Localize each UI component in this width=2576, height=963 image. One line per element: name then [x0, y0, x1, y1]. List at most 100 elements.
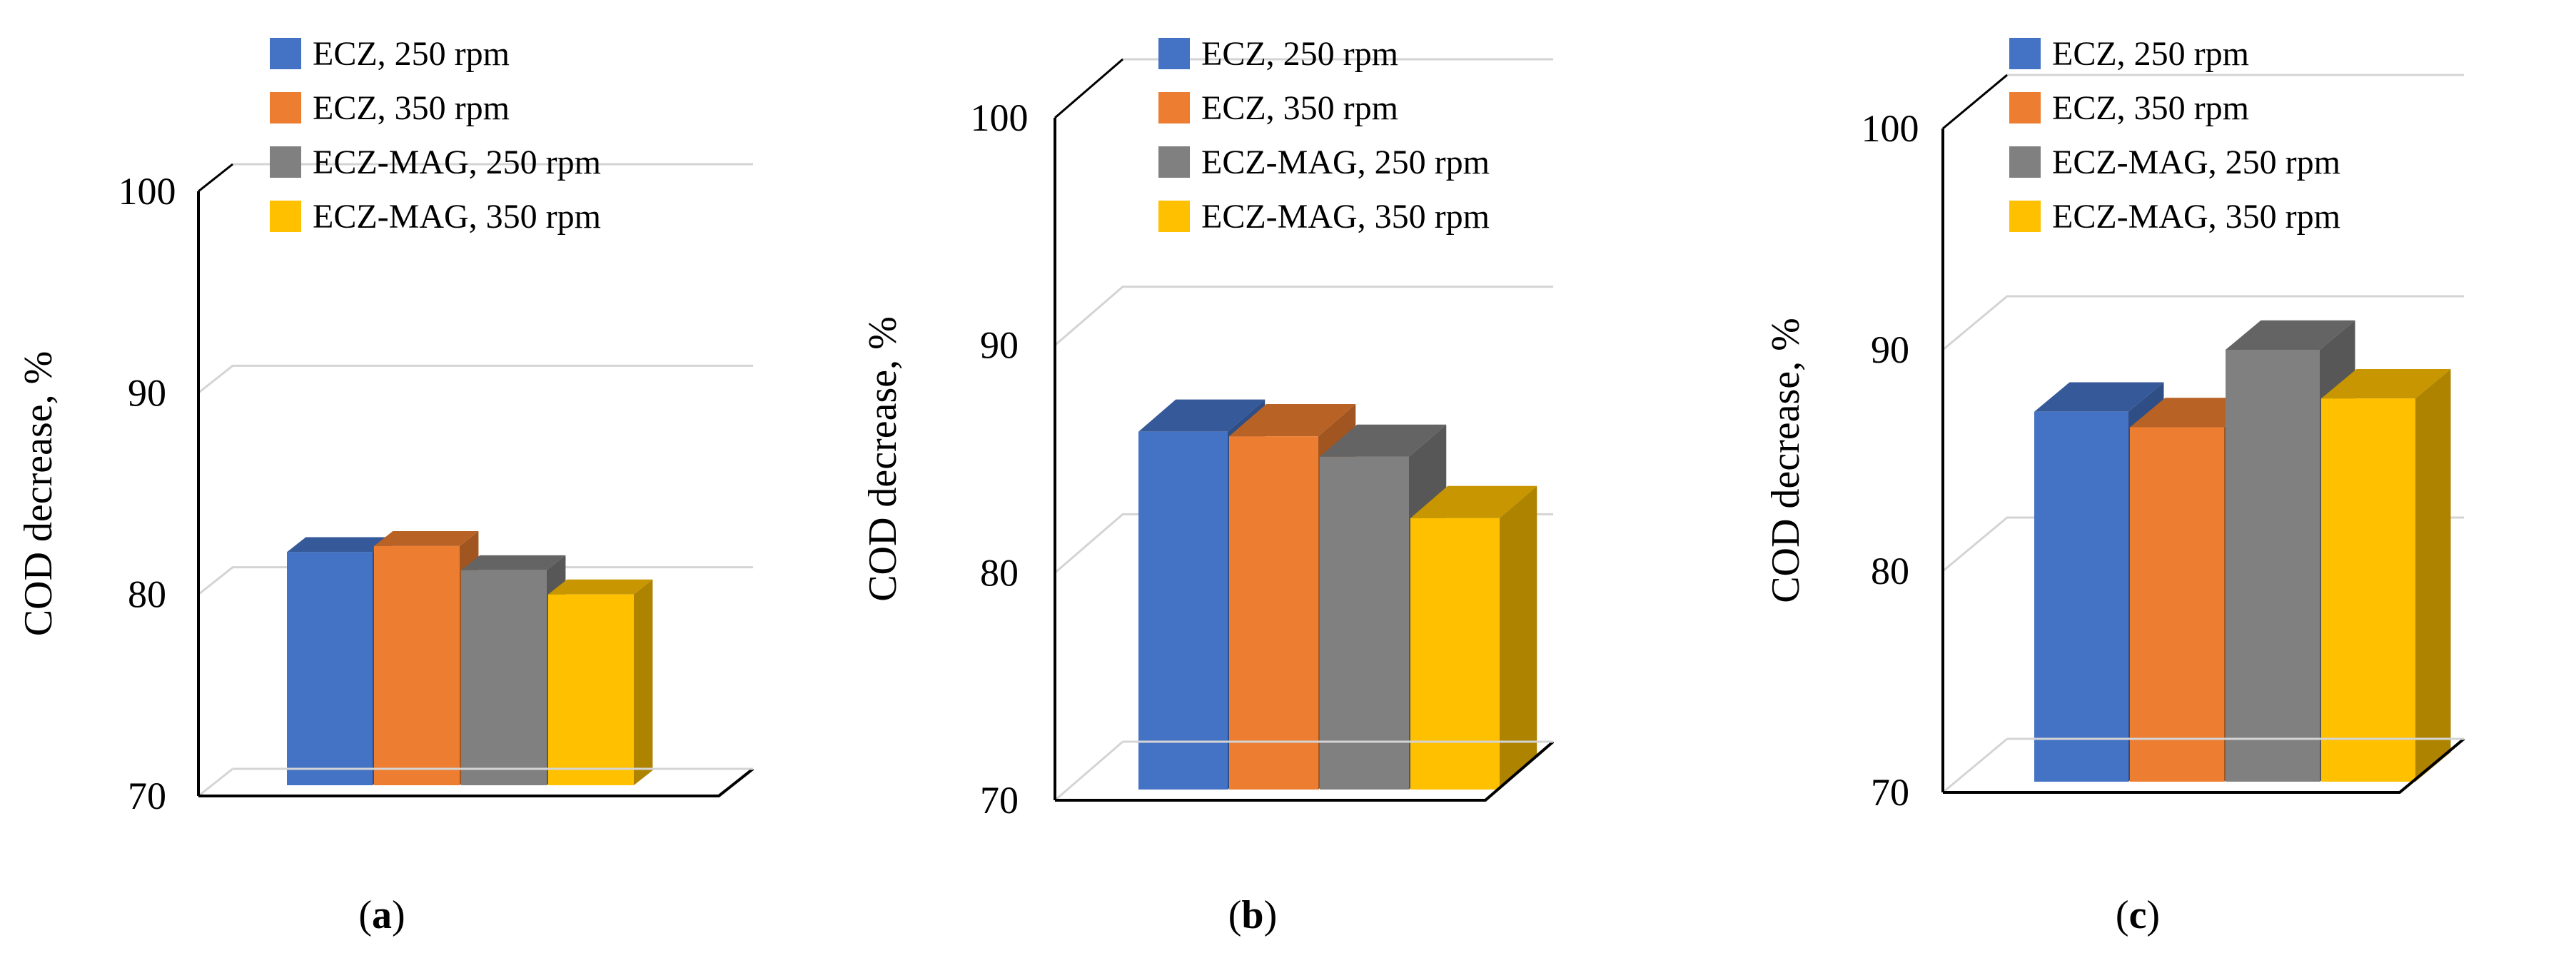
panel-caption: (a) — [358, 893, 405, 937]
gridline-90 — [198, 364, 753, 394]
bar-front — [2226, 350, 2320, 782]
y-tick-label: 90 — [1871, 328, 1909, 371]
caption-paren: ( — [1228, 893, 1242, 937]
legend-item-2: ECZ, 350 rpm — [1158, 89, 1398, 127]
caption-paren: ) — [2146, 893, 2160, 937]
caption-paren: ( — [358, 893, 372, 937]
legend-item-4: ECZ-MAG, 350 rpm — [2009, 198, 2340, 236]
chart-panel-a: 70 80 90 100 COD decrease, % ECZ, 250 rpm ECZ,… — [16, 35, 754, 937]
y-axis-back-edge — [1054, 58, 1123, 119]
y-tick-label: 80 — [1871, 550, 1909, 593]
legend-swatch — [270, 92, 301, 123]
legend-label: ECZ, 250 rpm — [313, 35, 510, 73]
legend-swatch — [1158, 92, 1190, 123]
y-tick-label: 80 — [980, 551, 1019, 594]
caption-letter: a — [372, 893, 392, 937]
floor-gridline — [1942, 737, 2008, 794]
gridline-80 — [198, 566, 753, 595]
bar-front — [1410, 518, 1500, 790]
panel-caption: (c) — [2116, 893, 2160, 937]
legend-label: ECZ-MAG, 350 rpm — [313, 198, 601, 236]
legend-item-3: ECZ-MAG, 250 rpm — [1158, 143, 1490, 181]
bar-top — [374, 531, 479, 546]
legend-swatch — [270, 146, 301, 178]
floor-gridline — [198, 767, 233, 797]
legend-swatch — [270, 38, 301, 69]
bar-front — [461, 570, 547, 785]
legend-label: ECZ-MAG, 350 rpm — [2052, 198, 2340, 236]
bar-side — [2415, 368, 2451, 782]
bar-front — [2130, 427, 2224, 782]
legend-label: ECZ-MAG, 250 rpm — [313, 143, 601, 181]
legend-label: ECZ-MAG, 350 rpm — [1201, 198, 1490, 236]
legend-item-2: ECZ, 350 rpm — [270, 89, 510, 127]
legend-swatch — [1158, 146, 1190, 178]
bar-side — [634, 579, 653, 785]
bar-top — [2321, 368, 2451, 399]
legend-item-4: ECZ-MAG, 350 rpm — [270, 198, 601, 236]
legend-label: ECZ, 350 rpm — [2052, 89, 2249, 127]
bar-front — [1320, 456, 1409, 790]
bar-front — [374, 545, 460, 785]
bar-top — [548, 579, 653, 595]
caption-letter: b — [1241, 893, 1263, 937]
legend-label: ECZ-MAG, 250 rpm — [1201, 143, 1490, 181]
y-tick-label: 70 — [980, 779, 1019, 822]
legend-swatch — [1158, 201, 1190, 232]
bar-front — [1229, 436, 1318, 790]
legend-label: ECZ, 250 rpm — [2052, 35, 2249, 73]
bar-front — [2321, 398, 2415, 782]
bar-b-4 — [1410, 485, 1537, 790]
bar-front — [1138, 431, 1228, 790]
bar-top — [1320, 424, 1447, 457]
bar-a-4 — [548, 579, 653, 785]
x-axis-floor — [1943, 737, 2465, 794]
y-tick-label: 100 — [971, 96, 1029, 139]
legend-item-1: ECZ, 250 rpm — [270, 35, 510, 73]
y-tick-label: 100 — [118, 170, 176, 213]
caption-paren: ( — [2116, 893, 2129, 937]
legend-label: ECZ-MAG, 250 rpm — [2052, 143, 2340, 181]
caption-letter: c — [2129, 893, 2147, 937]
legend-swatch — [270, 201, 301, 232]
legend-swatch — [1158, 38, 1190, 69]
y-tick-label: 70 — [1871, 771, 1909, 814]
y-tick-label: 100 — [1862, 107, 1919, 150]
legend-item-3: ECZ-MAG, 250 rpm — [270, 143, 601, 181]
legend-swatch — [2009, 38, 2041, 69]
gridline-90 — [1942, 295, 2464, 351]
legend-label: ECZ, 350 rpm — [1201, 89, 1398, 127]
bar-top — [461, 555, 566, 570]
bar-side — [1500, 485, 1537, 790]
legend-item-1: ECZ, 250 rpm — [1158, 35, 1398, 73]
bar-top — [2034, 382, 2164, 412]
y-axis-label: COD decrease, % — [16, 351, 61, 637]
legend-swatch — [2009, 146, 2041, 178]
legend-label: ECZ, 350 rpm — [313, 89, 510, 127]
y-tick-label: 90 — [128, 371, 166, 414]
floor-gridline — [1054, 740, 1123, 802]
legend-swatch — [2009, 92, 2041, 123]
legend-item-4: ECZ-MAG, 350 rpm — [1158, 198, 1490, 236]
y-tick-label: 80 — [128, 573, 166, 616]
bar-top — [1229, 404, 1356, 437]
x-axis-floor — [198, 767, 754, 797]
y-tick-label: 90 — [980, 324, 1019, 367]
bar-c-4 — [2321, 368, 2451, 782]
bar-front — [287, 552, 373, 785]
y-tick-label: 70 — [128, 775, 166, 817]
x-axis-floor — [1055, 740, 1555, 802]
chart-panel-b: 70 80 90 100 COD decrease, % ECZ, 250 rpm ECZ,… — [861, 35, 1555, 937]
gridline-90 — [1054, 286, 1553, 346]
bar-front — [548, 594, 634, 785]
bar-top — [1138, 399, 1266, 432]
chart-panel-c: 70 80 90 100 COD decrease, % ECZ, 250 rpm ECZ,… — [1764, 35, 2465, 937]
legend-item-2: ECZ, 350 rpm — [2009, 89, 2249, 127]
y-axis-label: COD decrease, % — [1764, 318, 1808, 603]
bar-top — [2226, 320, 2355, 350]
bar-top — [1410, 485, 1537, 518]
bar-front — [2034, 411, 2128, 782]
legend-item-3: ECZ-MAG, 250 rpm — [2009, 143, 2340, 181]
